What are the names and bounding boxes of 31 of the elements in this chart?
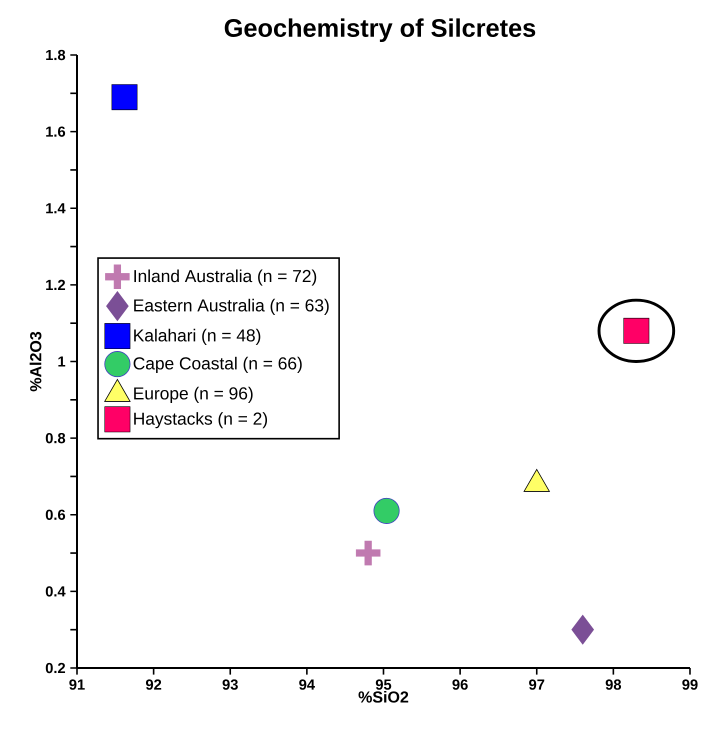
point bbox=[356, 540, 380, 566]
y-tick-label: 1 bbox=[58, 356, 66, 367]
x-tick-label: 93 bbox=[222, 679, 238, 690]
y-tick-label: 0.2 bbox=[46, 662, 66, 674]
chart-title: Geochemistry of Silcretes bbox=[224, 18, 536, 42]
y-tick-label: 1.6 bbox=[46, 126, 66, 137]
y-tick-label: 1.2 bbox=[46, 280, 66, 290]
x-axis-title: %SiO2 bbox=[358, 690, 408, 703]
y-tick-label: 0.8 bbox=[46, 432, 66, 444]
x-tick-label: 92 bbox=[146, 679, 162, 690]
y-tick-label: 0.4 bbox=[46, 586, 66, 597]
legend-label: Inland Australia (n = 72) bbox=[134, 269, 316, 286]
legend-label: Europe (n = 96) bbox=[134, 386, 253, 403]
y-axis-title: %Al2O3 bbox=[30, 332, 42, 392]
legend-label: Eastern Australia (n = 63) bbox=[134, 298, 329, 315]
y-tick-label: 0.6 bbox=[46, 510, 66, 520]
x-tick-label: 95 bbox=[376, 679, 392, 690]
point bbox=[373, 498, 400, 524]
y-tick-label: 1.8 bbox=[46, 50, 66, 60]
legend-label: Haystacks (n = 2) bbox=[134, 412, 268, 428]
x-tick-label: 91 bbox=[69, 679, 85, 690]
legend-label: Cape Coastal (n = 66) bbox=[134, 356, 302, 373]
point bbox=[112, 84, 138, 110]
x-tick-label: 97 bbox=[529, 679, 544, 690]
x-tick-label: 94 bbox=[299, 679, 315, 690]
legend-label: Kalahari (n = 48) bbox=[134, 328, 260, 345]
point bbox=[571, 614, 594, 645]
x-tick-label: 96 bbox=[452, 679, 468, 690]
x-tick-label: 98 bbox=[606, 679, 622, 690]
y-tick-label: 1.4 bbox=[46, 203, 66, 214]
x-tick-label: 99 bbox=[682, 679, 698, 690]
